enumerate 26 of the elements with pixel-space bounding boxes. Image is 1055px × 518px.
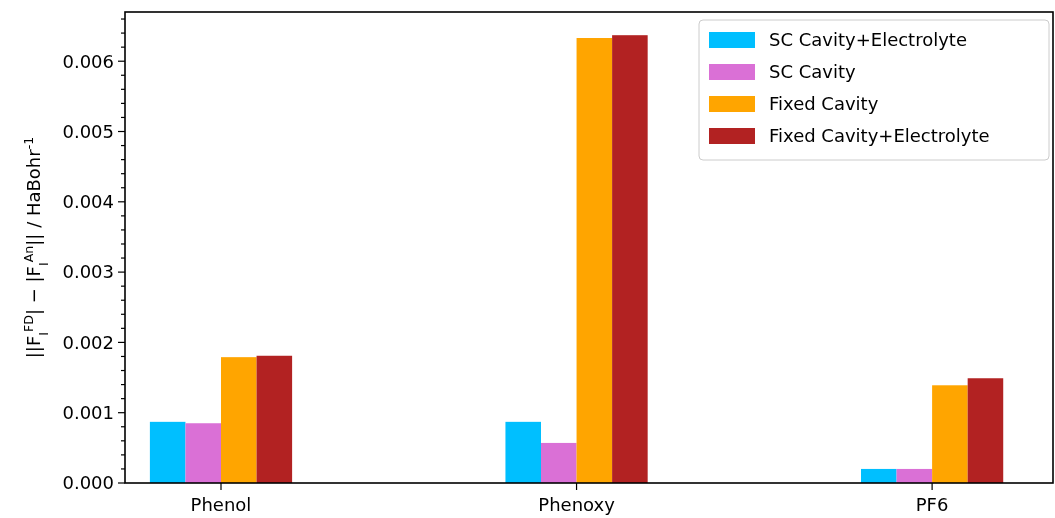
- y-tick-label: 0.001: [62, 402, 114, 423]
- bar: [541, 442, 577, 483]
- bar: [149, 421, 186, 483]
- x-tick-label: Phenol: [190, 494, 252, 515]
- y-tick-label: 0.000: [62, 472, 114, 494]
- bar: [221, 357, 257, 483]
- x-tick-label: Phenoxy: [538, 494, 616, 515]
- x-tick-label: PF6: [915, 494, 949, 515]
- y-tick-label: 0.003: [62, 261, 114, 283]
- legend-label: SC Cavity: [769, 61, 857, 83]
- bar: [932, 385, 968, 483]
- bar: [576, 38, 613, 483]
- legend-label: SC Cavity+Electrolyte: [769, 29, 967, 51]
- y-tick-label: 0.002: [62, 331, 114, 353]
- bar: [185, 423, 221, 483]
- bar: [896, 468, 933, 483]
- y-tick-label: 0.006: [62, 50, 114, 72]
- legend-label: Fixed Cavity: [769, 93, 879, 115]
- bar: [967, 378, 1004, 483]
- bar: [505, 421, 541, 483]
- bar: [256, 355, 293, 483]
- y-tick-label: 0.004: [62, 191, 114, 213]
- y-tick-label: 0.005: [62, 120, 114, 142]
- bar: [861, 468, 897, 483]
- bar: [612, 35, 648, 483]
- legend-label: Fixed Cavity+Electrolyte: [769, 125, 990, 147]
